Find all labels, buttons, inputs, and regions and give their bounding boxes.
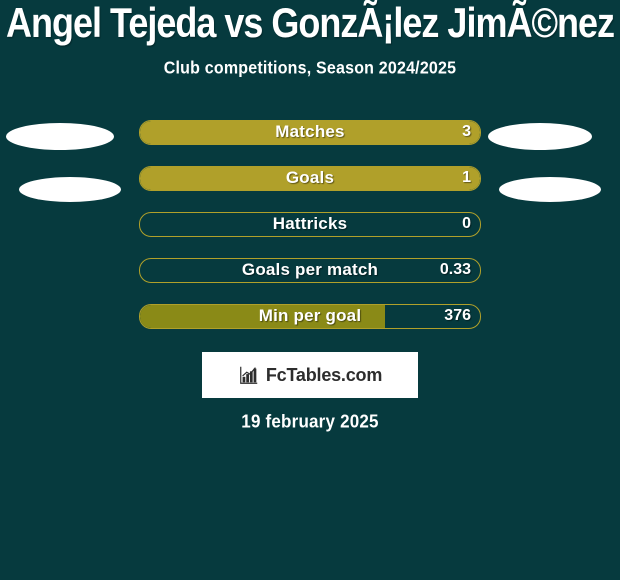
decorative-ellipse bbox=[6, 123, 114, 150]
page-subtitle: Club competitions, Season 2024/2025 bbox=[0, 59, 620, 79]
stat-bar bbox=[139, 258, 481, 283]
stat-bar-fill bbox=[140, 305, 385, 328]
chart-icon bbox=[238, 364, 260, 386]
date-text: 19 february 2025 bbox=[0, 411, 620, 433]
stat-bar bbox=[139, 212, 481, 237]
stat-bar-fill bbox=[140, 167, 480, 190]
stat-bar bbox=[139, 166, 481, 191]
decorative-ellipse bbox=[499, 177, 601, 202]
stat-row: Min per goal376 bbox=[0, 304, 620, 350]
stat-bar bbox=[139, 120, 481, 145]
stat-row: Hattricks0 bbox=[0, 212, 620, 258]
stat-row: Goals per match0.33 bbox=[0, 258, 620, 304]
stat-bar-fill bbox=[140, 121, 480, 144]
footer-logo-text: FcTables.com bbox=[266, 365, 382, 386]
comparison-card: Angel Tejeda vs GonzÃ¡lez JimÃ©nez Club … bbox=[0, 0, 620, 580]
stat-bar bbox=[139, 304, 481, 329]
footer-logo: FcTables.com bbox=[202, 352, 418, 398]
decorative-ellipse bbox=[19, 177, 121, 202]
decorative-ellipse bbox=[488, 123, 592, 150]
page-title: Angel Tejeda vs GonzÃ¡lez JimÃ©nez bbox=[0, 0, 620, 45]
stat-rows: Matches3Goals1Hattricks0Goals per match0… bbox=[0, 120, 620, 350]
